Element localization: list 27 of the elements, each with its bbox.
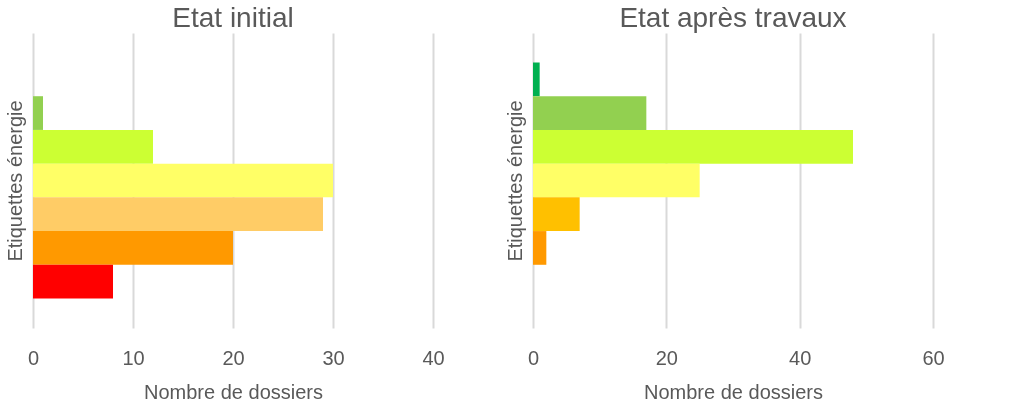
bar (533, 231, 547, 265)
x-tick-label: 20 (222, 346, 245, 369)
bar (33, 163, 333, 198)
bar (533, 163, 700, 198)
bar (533, 129, 853, 164)
bar (533, 96, 647, 130)
bar (33, 96, 43, 130)
bar (533, 62, 540, 97)
y-axis-title: Etiquettes énergie (3, 100, 26, 262)
x-axis-title: Nombre de dossiers (644, 380, 823, 403)
x-axis-title: Nombre de dossiers (144, 380, 323, 403)
bar (533, 197, 580, 232)
x-tick-label: 10 (122, 346, 145, 369)
chart-title: Etat initial (172, 2, 294, 33)
x-tick-label: 20 (655, 346, 678, 369)
bar (33, 129, 153, 164)
x-tick-label: 30 (322, 346, 345, 369)
x-tick-label: 0 (27, 346, 40, 369)
x-tick-label: 0 (527, 346, 540, 369)
x-tick-label: 40 (422, 346, 445, 369)
y-axis-title: Etiquettes énergie (503, 100, 526, 262)
bar (33, 264, 113, 299)
chart-title: Etat après travaux (619, 2, 847, 33)
x-tick-label: 40 (789, 346, 812, 369)
bar (33, 197, 323, 232)
x-tick-label: 60 (922, 346, 945, 369)
bar (33, 231, 233, 265)
